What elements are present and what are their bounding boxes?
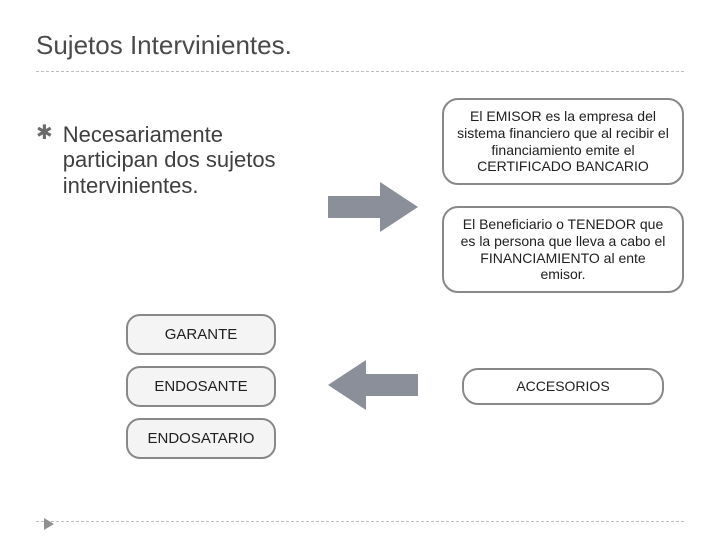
footer-triangle-icon <box>44 518 54 530</box>
callout-tenedor: El Beneficiario o TENEDOR que es la pers… <box>442 206 684 293</box>
arrow-left-icon <box>328 360 418 410</box>
arrow-left-shape <box>328 360 418 410</box>
callout-accesorios: ACCESORIOS <box>462 368 664 405</box>
bullet-block: ✱ Necesariamente participan dos sujetos … <box>36 122 286 198</box>
footer-divider <box>36 521 684 522</box>
arrow-right-shape <box>328 182 418 232</box>
content-area: ✱ Necesariamente participan dos sujetos … <box>36 98 684 528</box>
page-title: Sujetos Intervinientes. <box>36 30 684 72</box>
pill-endosatario: ENDOSATARIO <box>126 418 276 459</box>
bullet-text: Necesariamente participan dos sujetos in… <box>63 122 286 198</box>
bullet-marker-icon: ✱ <box>36 122 53 145</box>
pill-endosante: ENDOSANTE <box>126 366 276 407</box>
callout-emisor: El EMISOR es la empresa del sistema fina… <box>442 98 684 185</box>
arrow-right-icon <box>328 182 418 232</box>
pill-garante: GARANTE <box>126 314 276 355</box>
slide: Sujetos Intervinientes. ✱ Necesariamente… <box>0 0 720 540</box>
